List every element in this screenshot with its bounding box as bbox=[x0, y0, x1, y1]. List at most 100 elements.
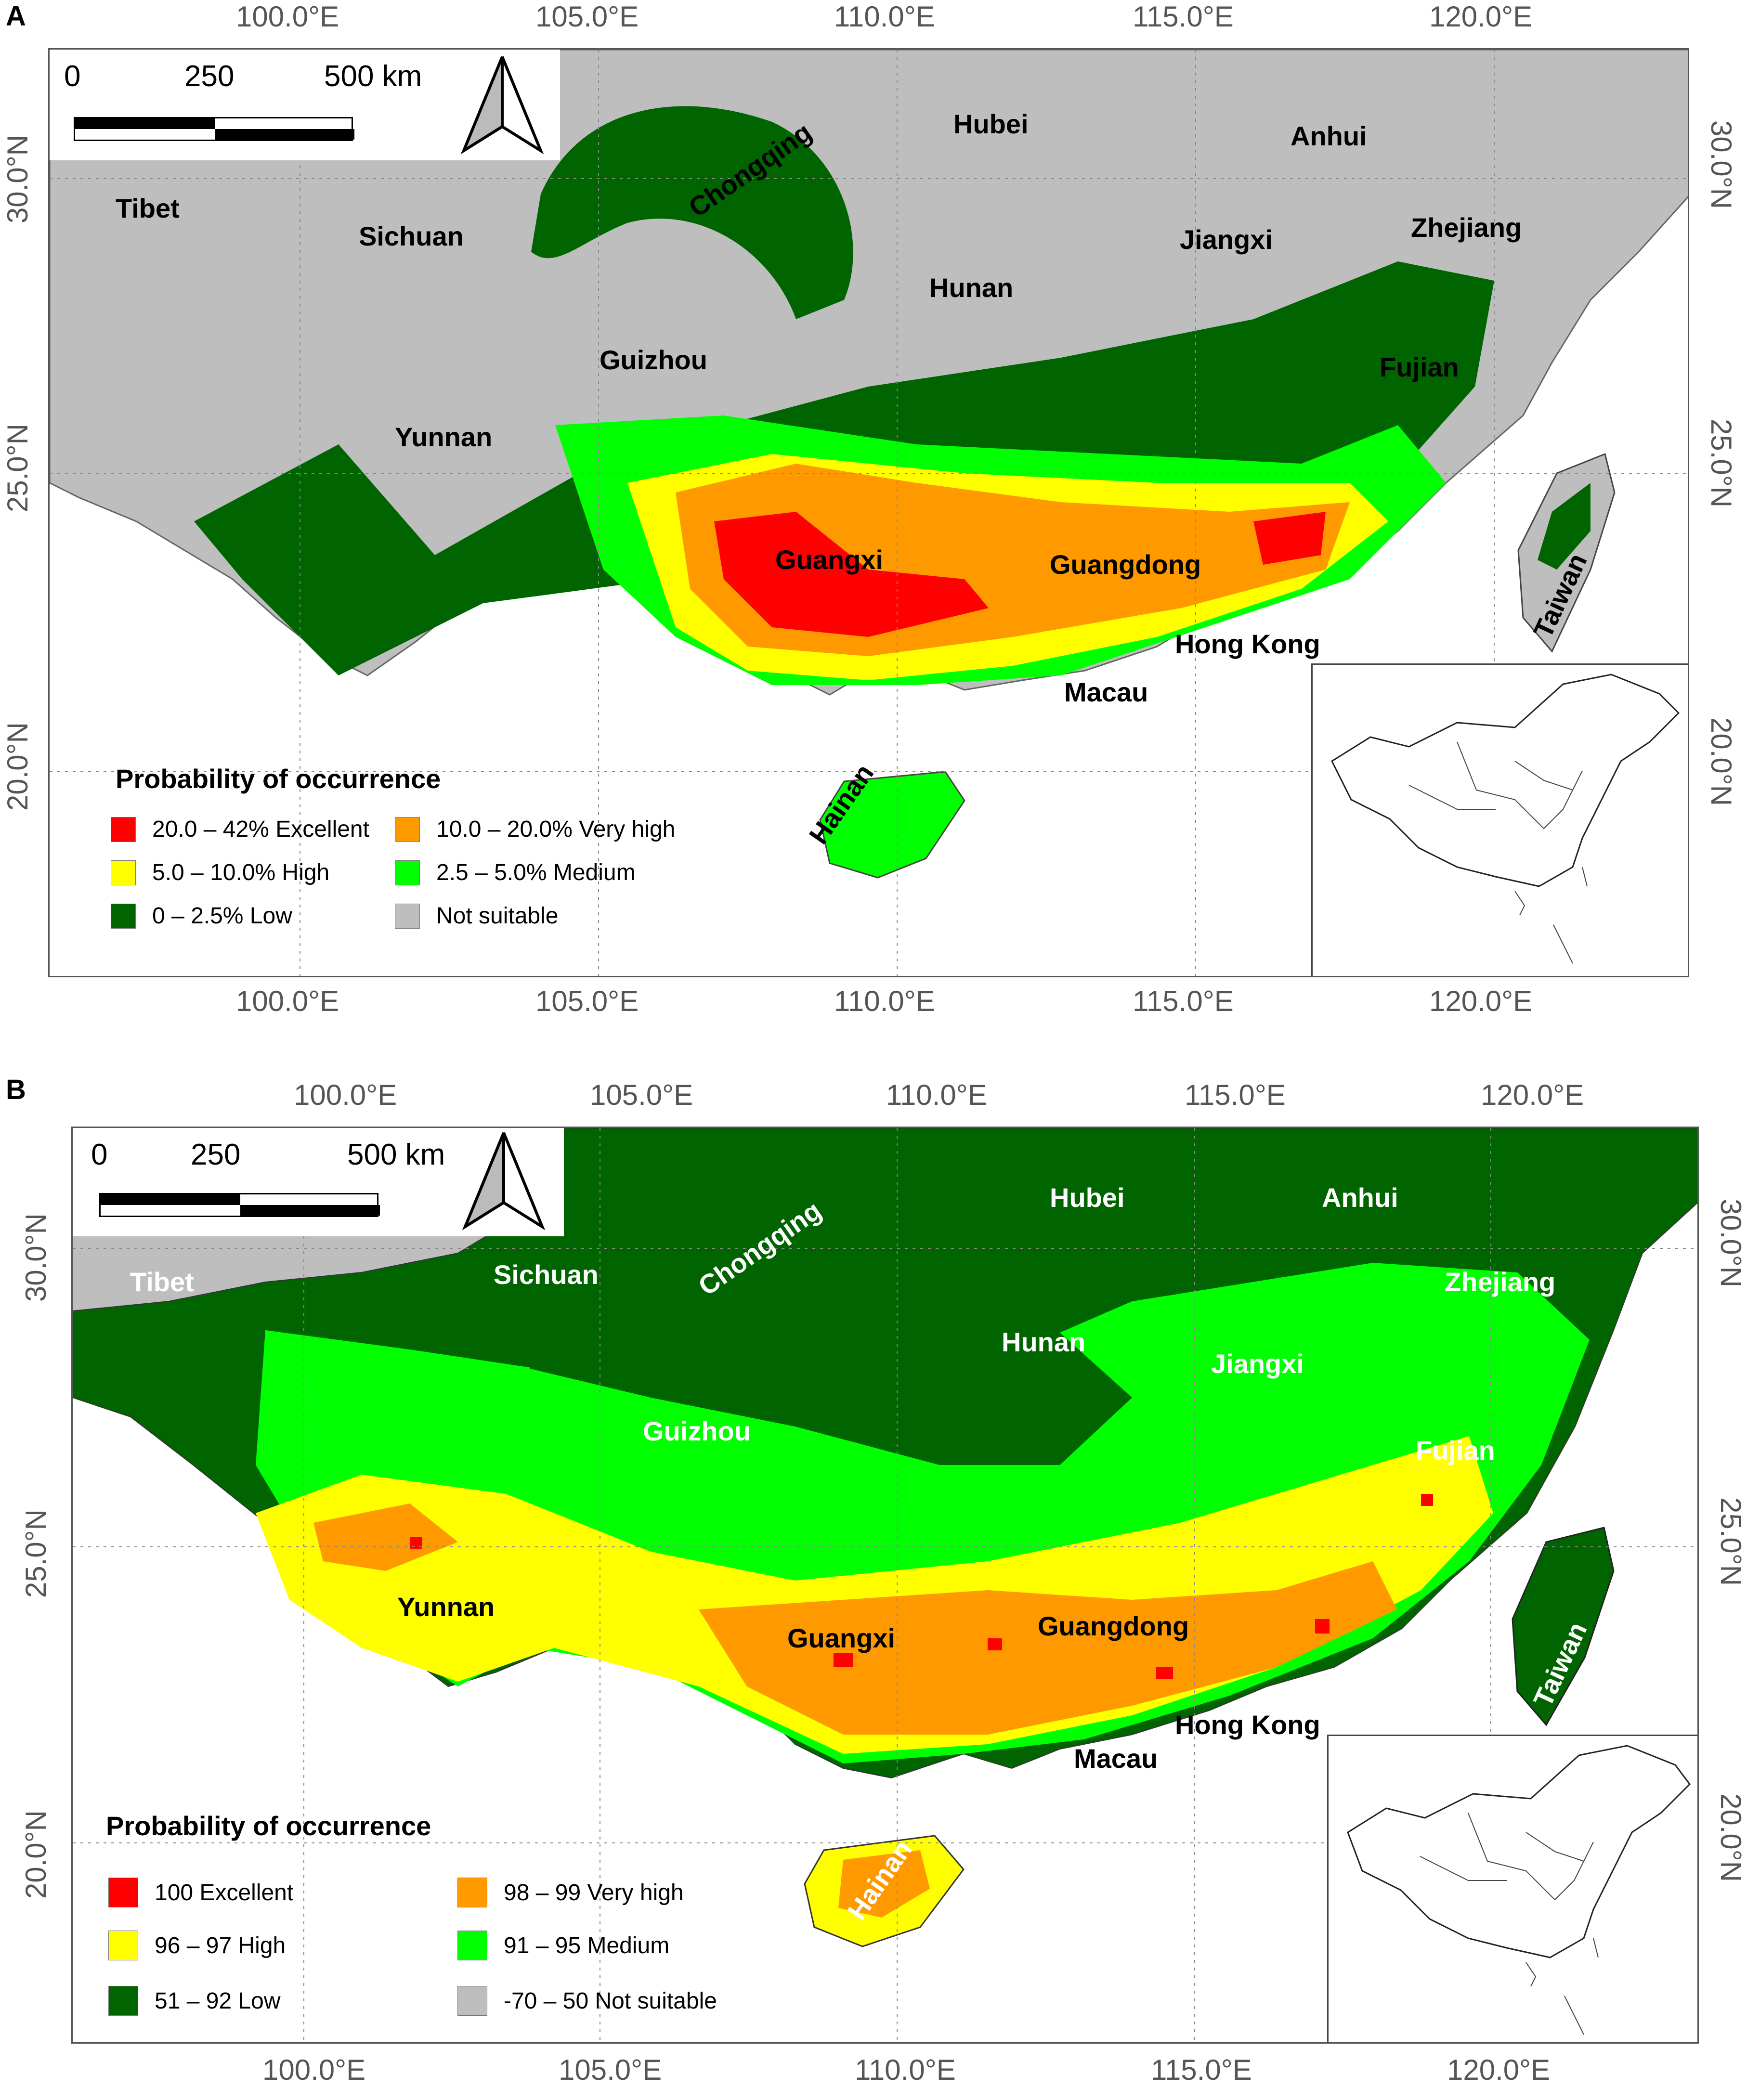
place-hunan: Hunan bbox=[1002, 1327, 1086, 1357]
place-guizhou: Guizhou bbox=[600, 345, 707, 375]
place-fujian: Fujian bbox=[1416, 1435, 1495, 1465]
taiwan-suitable bbox=[1538, 483, 1591, 570]
lon-tick: 100.0°E bbox=[236, 985, 339, 1017]
place-fujian: Fujian bbox=[1380, 352, 1459, 382]
zone-very-high bbox=[313, 1504, 458, 1571]
lon-tick: 105.0°E bbox=[559, 2054, 662, 2086]
place-hubei: Hubei bbox=[953, 109, 1029, 139]
lon-tick: 110.0°E bbox=[855, 2054, 956, 2086]
legend-label: 20.0 – 42% Excellent bbox=[152, 817, 369, 842]
place-yunnan: Yunnan bbox=[397, 1592, 495, 1622]
place-zhejiang: Zhejiang bbox=[1411, 212, 1522, 243]
lat-tick: 20.0°N bbox=[1705, 717, 1737, 806]
place-anhui: Anhui bbox=[1322, 1182, 1398, 1213]
hainan-island bbox=[819, 771, 965, 879]
lat-tick: 20.0°N bbox=[1, 722, 34, 811]
inset-china-map bbox=[1327, 1735, 1697, 2042]
legend-item-medium: 91 – 95 Medium bbox=[457, 1931, 669, 1960]
legend-item-excellent: 100 Excellent bbox=[108, 1878, 293, 1907]
swatch-very-high bbox=[395, 817, 420, 842]
swatch-not-suitable bbox=[457, 1986, 487, 2016]
legend-title: Probability of occurrence bbox=[116, 764, 441, 794]
china-outline bbox=[1347, 1745, 1691, 2035]
zone-excellent bbox=[1253, 512, 1326, 565]
place-hubei: Hubei bbox=[1050, 1182, 1125, 1213]
inset-china-map bbox=[1311, 663, 1688, 976]
map-frame: 0 250 500 km bbox=[71, 1127, 1699, 2044]
place-hunan: Hunan bbox=[929, 272, 1014, 303]
swatch-high bbox=[108, 1931, 138, 1960]
legend-item-not-suitable: Not suitable bbox=[395, 903, 558, 929]
scale-label: 250 bbox=[184, 60, 235, 93]
lat-tick: 30.0°N bbox=[1705, 120, 1737, 209]
legend-item-low: 0 – 2.5% Low bbox=[111, 903, 292, 929]
scale-bar bbox=[99, 1193, 380, 1217]
legend-item-medium: 2.5 – 5.0% Medium bbox=[395, 859, 636, 886]
lon-tick: 115.0°E bbox=[1185, 1079, 1286, 1111]
swatch-not-suitable bbox=[395, 903, 420, 929]
lat-tick: 25.0°N bbox=[1, 424, 34, 513]
swatch-low bbox=[108, 1986, 138, 2016]
zone-excellent bbox=[410, 1494, 1433, 1679]
lat-tick: 25.0°N bbox=[1705, 419, 1737, 508]
legend-item-low: 51 – 92 Low bbox=[108, 1986, 281, 2016]
place-macau: Macau bbox=[1064, 677, 1148, 707]
place-tibet: Tibet bbox=[116, 193, 180, 223]
place-guangdong: Guangdong bbox=[1050, 549, 1201, 580]
lon-tick: 115.0°E bbox=[1133, 985, 1234, 1017]
scale-bar-box: 0 250 500 km bbox=[73, 1128, 564, 1236]
place-zhejiang: Zhejiang bbox=[1445, 1267, 1556, 1297]
scale-bar bbox=[74, 117, 354, 141]
lon-tick: 120.0°E bbox=[1481, 1079, 1584, 1111]
place-guangxi: Guangxi bbox=[787, 1623, 896, 1653]
lon-tick: 110.0°E bbox=[834, 985, 935, 1017]
legend-label: 51 – 92 Low bbox=[155, 1988, 281, 2014]
place-sichuan: Sichuan bbox=[494, 1259, 599, 1290]
legend-item-high: 5.0 – 10.0% High bbox=[111, 859, 329, 886]
legend-label: 100 Excellent bbox=[155, 1880, 294, 1906]
legend-title: Probability of occurrence bbox=[106, 1811, 431, 1841]
scale-label: 0 bbox=[91, 1138, 108, 1171]
zone-excellent bbox=[714, 512, 989, 637]
lon-tick: 115.0°E bbox=[1133, 0, 1234, 33]
legend-label: 10.0 – 20.0% Very high bbox=[436, 817, 676, 842]
lon-tick: 120.0°E bbox=[1429, 985, 1533, 1017]
lat-tick: 30.0°N bbox=[20, 1213, 52, 1302]
swatch-medium bbox=[395, 860, 420, 885]
lon-tick: 110.0°E bbox=[886, 1079, 987, 1111]
panel-label: A bbox=[6, 0, 26, 32]
lat-tick: 20.0°N bbox=[1715, 1793, 1747, 1882]
suitability-map bbox=[50, 50, 1688, 976]
lat-tick: 30.0°N bbox=[1715, 1199, 1747, 1288]
zone-low bbox=[506, 1272, 1132, 1465]
zone-very-high bbox=[699, 1561, 1397, 1735]
legend-item-very-high: 10.0 – 20.0% Very high bbox=[395, 816, 675, 843]
legend-label: 98 – 99 Very high bbox=[504, 1880, 684, 1906]
lon-tick: 115.0°E bbox=[1151, 2054, 1252, 2086]
legend-label: 91 – 95 Medium bbox=[504, 1932, 670, 1958]
lon-tick: 120.0°E bbox=[1429, 0, 1533, 33]
place-guizhou: Guizhou bbox=[643, 1416, 751, 1446]
swatch-high bbox=[111, 860, 136, 885]
lat-tick: 25.0°N bbox=[1715, 1497, 1747, 1586]
taiwan-island bbox=[1512, 1527, 1615, 1726]
place-jiangxi: Jiangxi bbox=[1211, 1348, 1304, 1379]
scale-label: 500 km bbox=[347, 1138, 445, 1171]
swatch-excellent bbox=[111, 817, 136, 842]
swatch-very-high bbox=[457, 1878, 487, 1907]
lon-tick: 100.0°E bbox=[294, 1079, 397, 1111]
legend-label: 96 – 97 High bbox=[155, 1932, 286, 1958]
swatch-medium bbox=[457, 1931, 487, 1960]
suitability-map bbox=[73, 1128, 1697, 2042]
lon-tick: 105.0°E bbox=[590, 1079, 693, 1111]
lat-tick: 30.0°N bbox=[1, 135, 34, 224]
legend-item-very-high: 98 – 99 Very high bbox=[457, 1878, 684, 1907]
scale-label: 500 km bbox=[324, 60, 422, 93]
map-frame: 0 250 500 km bbox=[48, 48, 1689, 977]
place-tibet: Tibet bbox=[130, 1267, 194, 1297]
zone-low bbox=[531, 106, 853, 320]
panel-label: B bbox=[6, 1074, 26, 1105]
scale-label: 0 bbox=[64, 60, 81, 93]
scale-label: 250 bbox=[191, 1138, 241, 1171]
place-hong-kong: Hong Kong bbox=[1175, 1710, 1320, 1740]
